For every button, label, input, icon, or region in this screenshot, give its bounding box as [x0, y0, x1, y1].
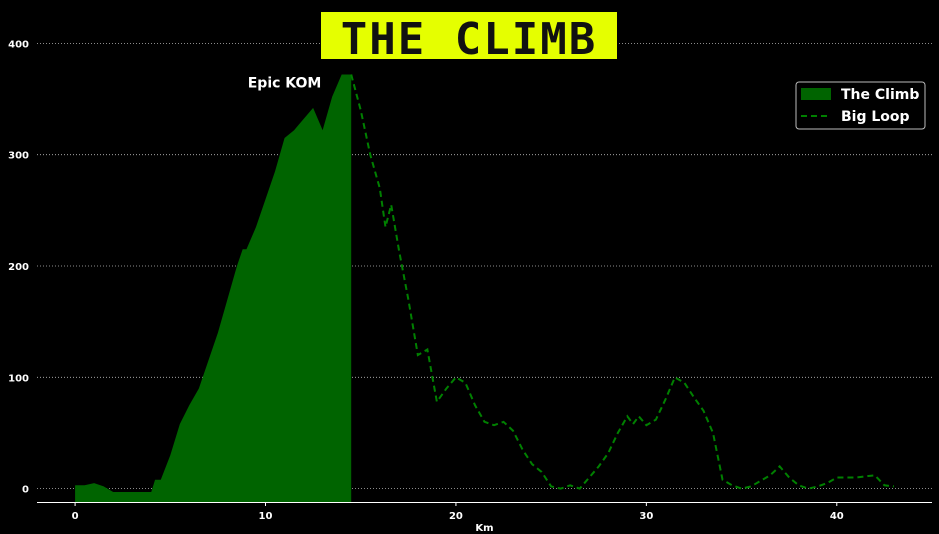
- x-tick-label-0: 0: [72, 511, 79, 522]
- title-highlight: [321, 12, 617, 59]
- y-tick-label-400: 400: [8, 39, 29, 50]
- chart-title: THE CLIMB: [341, 14, 597, 65]
- x-tick-label-10: 10: [259, 511, 273, 522]
- plot-area: [75, 74, 895, 502]
- y-tick-label-0: 0: [22, 485, 29, 496]
- legend-label-big-loop: Big Loop: [841, 109, 910, 125]
- axes: 0 100 200 300 400 0 10 20 30 40 Km: [8, 39, 932, 534]
- x-tick-label-40: 40: [830, 511, 844, 522]
- y-tick-label-300: 300: [8, 151, 29, 162]
- series-big-loop-line: [350, 74, 895, 490]
- x-tick-label-30: 30: [639, 511, 653, 522]
- legend: The Climb Big Loop: [795, 81, 926, 130]
- y-tick-label-200: 200: [8, 262, 29, 273]
- x-tick-label-20: 20: [449, 511, 463, 522]
- annotation-epic-kom: Epic KOM: [248, 75, 322, 91]
- legend-swatch-the-climb: [801, 88, 831, 100]
- series-the-climb-area: [75, 74, 352, 502]
- y-tick-label-100: 100: [8, 373, 29, 384]
- x-axis-label: Km: [475, 523, 493, 534]
- legend-label-the-climb: The Climb: [841, 87, 919, 103]
